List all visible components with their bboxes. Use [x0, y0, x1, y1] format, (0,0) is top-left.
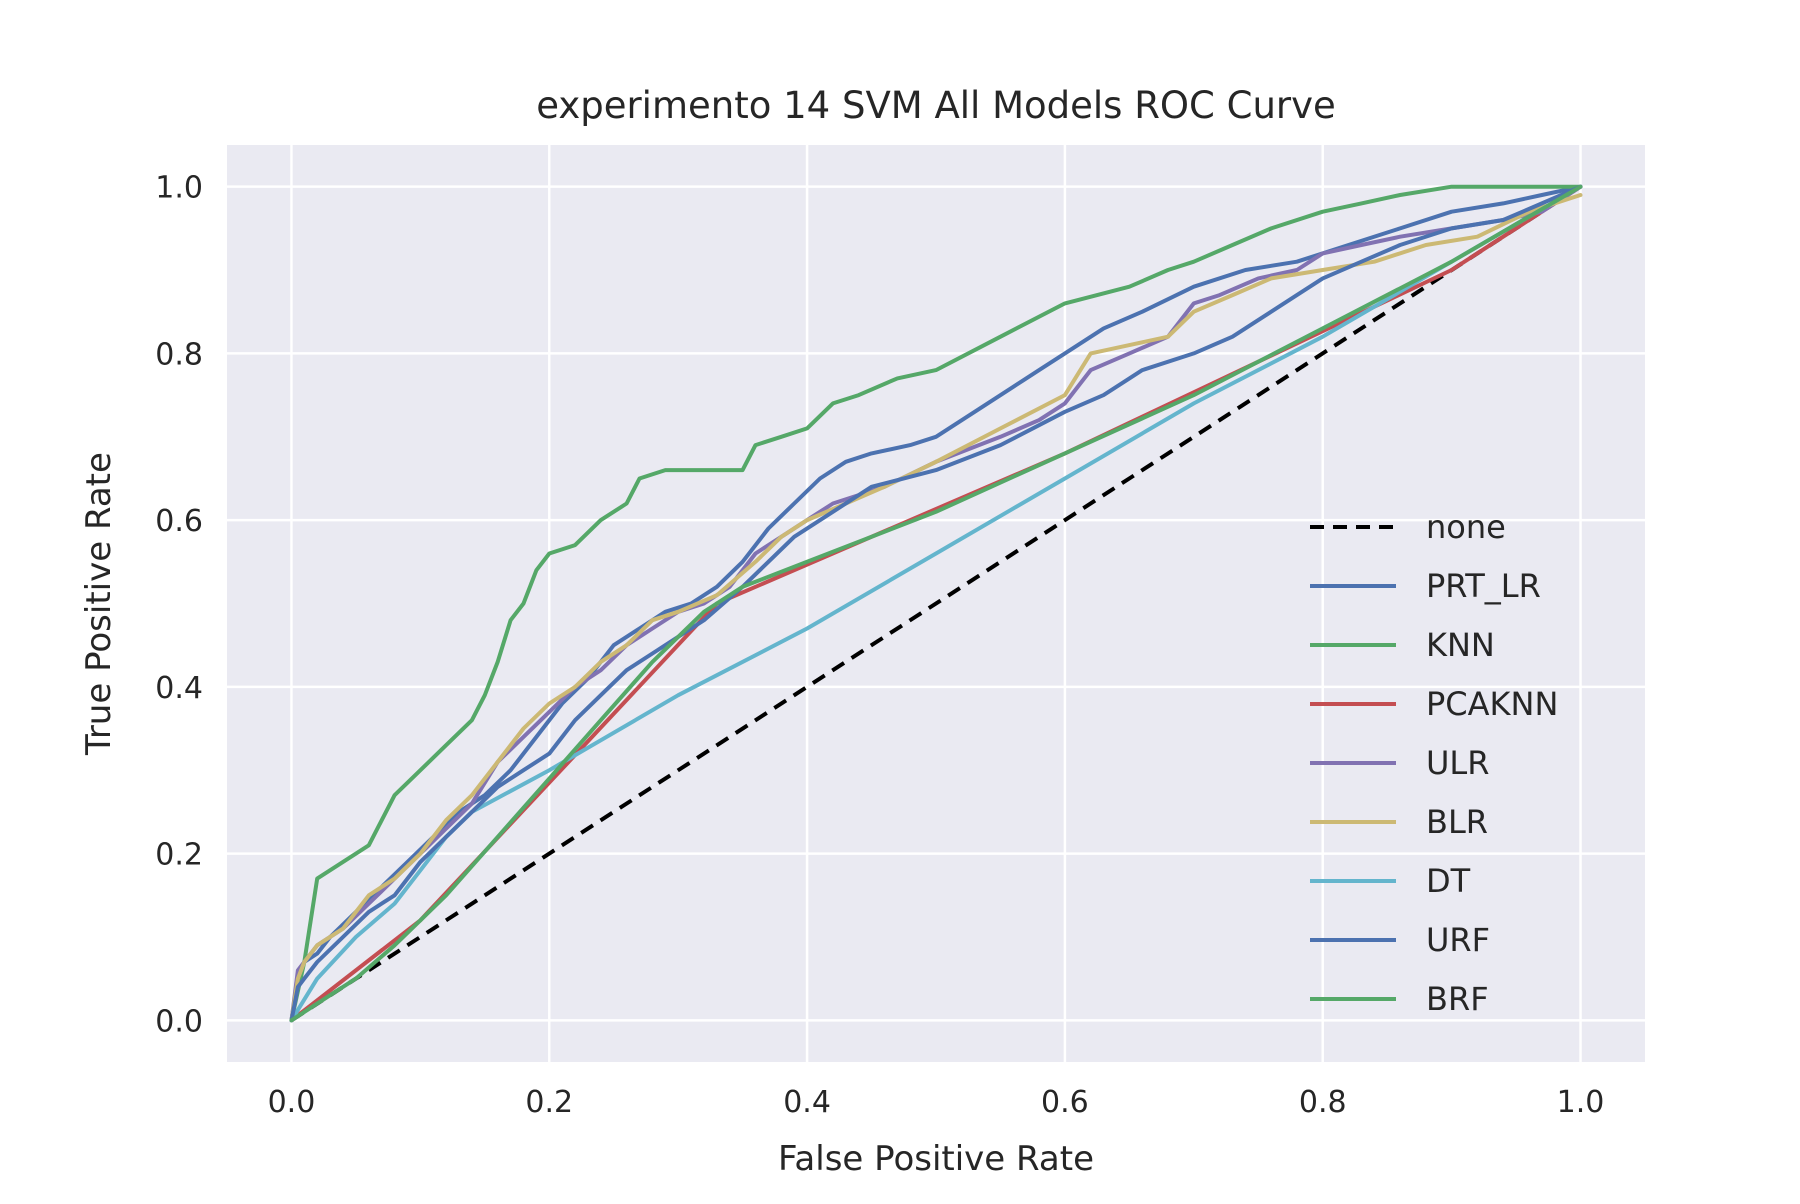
legend-item: KNN: [1310, 626, 1495, 664]
series-line-none: [290, 185, 1582, 1022]
series-line-dt: [289, 184, 1583, 1023]
legend-item: none: [1310, 508, 1506, 546]
legend-label: DT: [1426, 862, 1471, 900]
y-axis-label: True Positive Rate: [79, 452, 119, 756]
legend-label: PCAKNN: [1426, 685, 1558, 723]
tick-labels: 0.0 0.2 0.4 0.6 0.8 1.0 0.0 0.2 0.4 0.6 0.8 1.0: [155, 171, 1604, 1120]
y-tick-label: 0.2: [155, 838, 203, 873]
legend-label: URF: [1426, 921, 1490, 959]
legend: none PRT_LR KNN PCAKNN ULR BLR DT URF BRF: [1310, 508, 1558, 1018]
series-line-prt-lr: [289, 184, 1583, 1023]
x-tick-label: 0.6: [1041, 1085, 1089, 1120]
legend-label: BLR: [1426, 803, 1488, 841]
y-tick-label: 0.6: [155, 504, 203, 539]
y-tick-label: 0.4: [155, 671, 203, 706]
y-tick-label: 0.0: [155, 1004, 203, 1039]
legend-item: BLR: [1310, 803, 1488, 841]
x-tick-label: 0.4: [783, 1085, 831, 1120]
series-line-knn: [289, 184, 1583, 1023]
series-lines: [289, 184, 1583, 1023]
legend-label: PRT_LR: [1426, 567, 1541, 605]
legend-label: KNN: [1426, 626, 1495, 664]
legend-item: PCAKNN: [1310, 685, 1558, 723]
legend-item: ULR: [1310, 744, 1489, 782]
y-tick-label: 1.0: [155, 171, 203, 206]
legend-item: PRT_LR: [1310, 567, 1541, 605]
grid-lines: [227, 145, 1645, 1062]
x-tick-label: 0.0: [268, 1085, 316, 1120]
x-axis-label: False Positive Rate: [778, 1139, 1094, 1179]
series-line-brf: [289, 184, 1583, 1023]
x-tick-label: 0.2: [525, 1085, 573, 1120]
legend-label: BRF: [1426, 980, 1489, 1018]
series-line-blr: [289, 193, 1583, 1023]
legend-label: ULR: [1426, 744, 1489, 782]
legend-item: BRF: [1310, 980, 1489, 1018]
x-tick-label: 0.8: [1299, 1085, 1347, 1120]
x-tick-label: 1.0: [1557, 1085, 1605, 1120]
chart-title: experimento 14 SVM All Models ROC Curve: [536, 84, 1336, 127]
legend-item: DT: [1310, 862, 1471, 900]
legend-item: URF: [1310, 921, 1490, 959]
y-tick-label: 0.8: [155, 337, 203, 372]
legend-label: none: [1426, 508, 1506, 546]
series-line-urf: [289, 184, 1583, 1023]
